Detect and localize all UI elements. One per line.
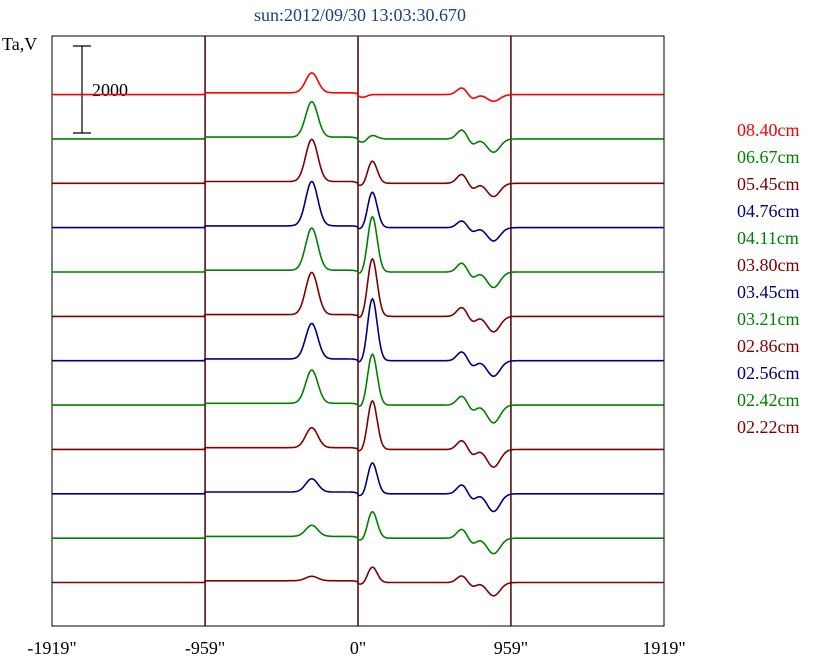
- legend-item-02.86cm: 02.86cm: [737, 336, 800, 356]
- x-tick-label-2: 0": [350, 638, 366, 658]
- x-tick-label-0: -1919": [27, 638, 76, 658]
- series-line-03.21cm: [52, 353, 664, 424]
- x-tick-label-3: 959": [494, 638, 528, 658]
- series-line-08.40cm: [52, 72, 664, 102]
- legend-item-02.22cm: 02.22cm: [737, 417, 800, 437]
- series-line-03.80cm: [52, 257, 664, 333]
- x-tick-labels: -1919" -959" 0" 959" 1919": [27, 638, 685, 658]
- legend-item-03.80cm: 03.80cm: [737, 255, 800, 275]
- series-line-04.11cm: [52, 215, 664, 289]
- legend: 08.40cm 06.67cm 05.45cm 04.76cm 04.11cm 03.80…: [737, 120, 800, 437]
- x-tick-label-1: -959": [185, 638, 225, 658]
- legend-item-03.45cm: 03.45cm: [737, 282, 800, 302]
- legend-item-02.56cm: 02.56cm: [737, 363, 800, 383]
- series-traces: [52, 72, 664, 597]
- x-tick-label-4: 1919": [642, 638, 685, 658]
- series-line-06.67cm: [52, 101, 664, 153]
- series-line-05.45cm: [52, 138, 664, 198]
- legend-item-04.11cm: 04.11cm: [737, 228, 799, 248]
- legend-item-08.40cm: 08.40cm: [737, 120, 800, 140]
- series-line-04.76cm: [52, 180, 664, 242]
- legend-item-06.67cm: 06.67cm: [737, 147, 800, 167]
- legend-item-02.42cm: 02.42cm: [737, 390, 800, 410]
- scale-bar: 2000: [73, 45, 128, 134]
- series-line-02.86cm: [52, 399, 664, 468]
- legend-item-04.76cm: 04.76cm: [737, 201, 800, 221]
- scale-bar-label: 2000: [92, 80, 128, 100]
- chart-title: sun:2012/09/30 13:03:30.670: [254, 5, 466, 25]
- legend-item-05.45cm: 05.45cm: [737, 174, 800, 194]
- series-line-03.45cm: [52, 297, 664, 377]
- y-axis-label: Ta,V: [2, 34, 37, 54]
- series-line-02.56cm: [52, 461, 664, 513]
- vertical-reference-lines: [204, 36, 512, 626]
- series-line-02.42cm: [52, 510, 664, 555]
- legend-item-03.21cm: 03.21cm: [737, 309, 800, 329]
- series-line-02.22cm: [52, 566, 664, 597]
